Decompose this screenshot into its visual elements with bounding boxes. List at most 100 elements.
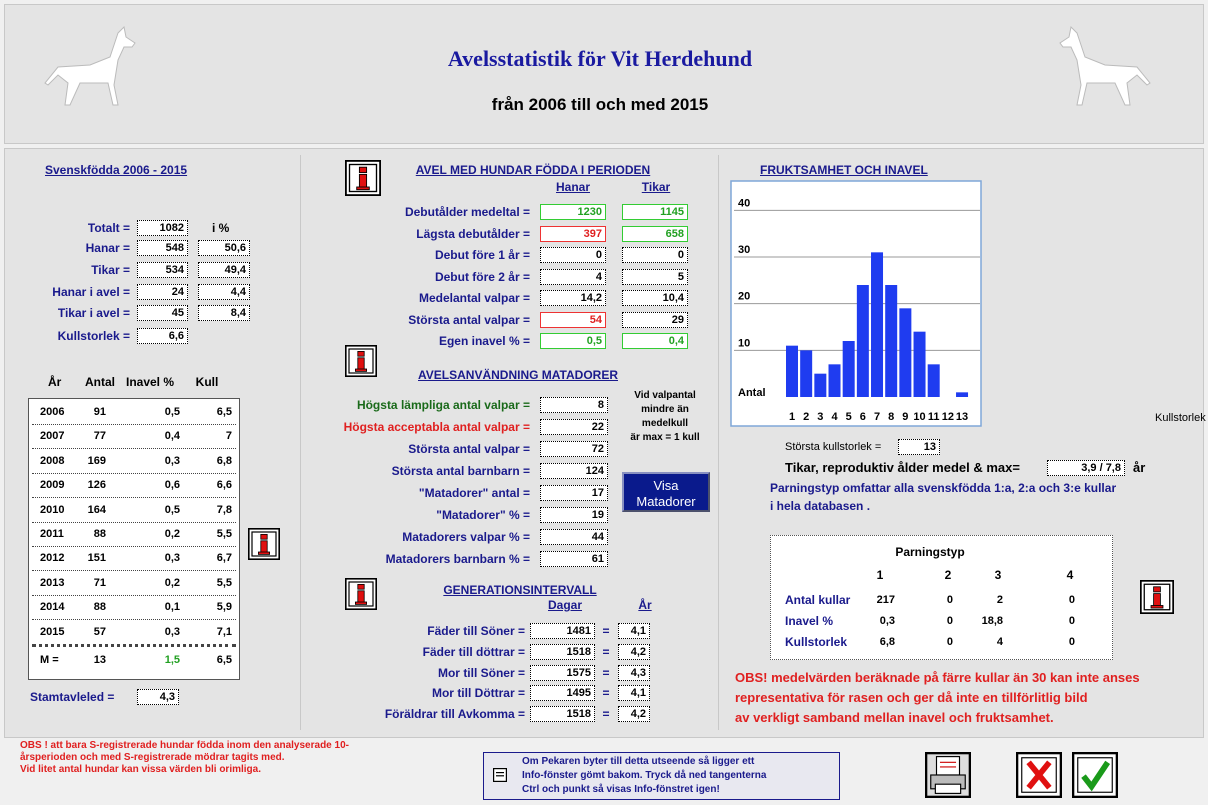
x-tick-label: 6	[860, 411, 866, 423]
info-icon[interactable]	[248, 528, 280, 560]
value-box: 1145	[622, 204, 688, 220]
field-label: Debut före 2 år =	[435, 269, 530, 285]
value-box: 1230	[540, 204, 606, 220]
field-label: Hanar i avel =	[52, 284, 130, 300]
value-box: 8,4	[198, 305, 250, 321]
x-tick-label: 7	[874, 411, 880, 423]
note: Vid valpantal	[634, 389, 696, 402]
field-label: Lägsta debutålder =	[416, 226, 530, 242]
bar	[857, 285, 869, 397]
value-box: 4,2	[618, 644, 650, 660]
table-cell: 2007	[40, 428, 64, 444]
column-header: Kull	[196, 374, 219, 390]
field-label: Egen inavel % =	[439, 333, 530, 349]
x-tick-label: 1	[789, 411, 795, 423]
dog-icon	[1055, 25, 1155, 110]
separator	[300, 155, 301, 730]
y-tick-label: 40	[738, 197, 750, 209]
value-box: 4,4	[198, 284, 250, 300]
x-tick-label: 3	[817, 411, 823, 423]
info-icon[interactable]	[1140, 580, 1174, 614]
table-cell: 1,5	[165, 652, 180, 668]
table-cell: 88	[94, 599, 106, 615]
row-separator	[32, 448, 236, 449]
equals-sign: =	[602, 706, 609, 722]
field-label: Matadorers barnbarn % =	[386, 551, 530, 567]
pointer-icon[interactable]	[492, 767, 508, 783]
field-label: Kullstorlek =	[58, 328, 130, 344]
section-heading: GENERATIONSINTERVALL	[443, 582, 596, 598]
table-cell: 0,3	[880, 613, 895, 629]
value-box: 44	[540, 529, 608, 545]
value-box: 1518	[530, 644, 595, 660]
table-cell: 0,4	[165, 428, 180, 444]
warning: representativa för rasen och ger då inte…	[735, 690, 1088, 706]
app-window: Avelsstatistik för Vit Herdehund från 200…	[0, 0, 1208, 805]
table-cell: 0,6	[165, 477, 180, 493]
table-cell: 5,5	[217, 526, 232, 542]
bar	[885, 285, 897, 397]
y-tick-label: 20	[738, 291, 750, 303]
value-box: 397	[540, 226, 606, 242]
row-separator	[32, 644, 236, 647]
value-box: 124	[540, 463, 608, 479]
table-cell: 2011	[40, 526, 64, 542]
x-tick-label: 4	[831, 411, 838, 423]
value-box: 8	[540, 397, 608, 413]
row-separator	[32, 522, 236, 523]
value-box: 1575	[530, 665, 595, 681]
value-box: 548	[137, 240, 188, 256]
cancel-button[interactable]	[1016, 752, 1062, 798]
field-label: Mor till Söner =	[438, 665, 525, 681]
y-tick-label: 10	[738, 337, 750, 349]
table-cell: 169	[88, 453, 106, 469]
x-tick-label: 12	[942, 411, 954, 423]
row-label: Antal kullar	[785, 592, 850, 608]
print-button[interactable]	[925, 752, 971, 798]
value-box: 0	[540, 247, 606, 263]
table-cell: 2	[997, 592, 1003, 608]
equals-sign: =	[602, 644, 609, 660]
x-tick-label: 13	[956, 411, 968, 423]
value-box: 3,9 / 7,8	[1047, 460, 1125, 476]
y-axis-label: Antal	[738, 387, 766, 399]
footer-note: Vid litet antal hundar kan vissa värden …	[20, 764, 261, 776]
button[interactable]: Visa Matadorer	[622, 472, 710, 512]
field-label: Matadorers valpar % =	[402, 529, 530, 545]
table-title: Parningstyp	[895, 544, 964, 560]
table-cell: 7	[226, 428, 232, 444]
table-cell: 164	[88, 502, 106, 518]
table-cell: 0,2	[165, 575, 180, 591]
table-cell: 0,3	[165, 550, 180, 566]
table-cell: 0,5	[165, 502, 180, 518]
row-separator	[32, 619, 236, 620]
value-box: 1518	[530, 706, 595, 722]
x-tick-label: 5	[846, 411, 852, 423]
bar	[800, 350, 812, 397]
subtitle: från 2006 till och med 2015	[492, 95, 708, 115]
field-label: Största antal valpar =	[408, 312, 530, 328]
row-separator	[32, 497, 236, 498]
table-cell: 126	[88, 477, 106, 493]
section-heading: AVEL MED HUNDAR FÖDDA I PERIODEN	[416, 162, 650, 178]
value-box: 4,1	[618, 623, 650, 639]
ok-button[interactable]	[1072, 752, 1118, 798]
equals-sign: =	[602, 623, 609, 639]
value-box: 54	[540, 312, 606, 328]
table-cell: 18,8	[982, 613, 1003, 629]
header-panel	[4, 4, 1204, 144]
title: Avelsstatistik för Vit Herdehund	[448, 47, 752, 71]
value-box: 4,1	[618, 685, 650, 701]
info-icon[interactable]	[345, 578, 377, 610]
note: är max = 1 kull	[630, 431, 699, 444]
bar	[914, 332, 926, 397]
field-label: Fäder till döttrar =	[423, 644, 525, 660]
info-icon[interactable]	[345, 345, 377, 377]
y-tick-label: 30	[738, 244, 750, 256]
table-cell: 71	[94, 575, 106, 591]
table-cell: M =	[40, 652, 59, 668]
table-cell: 77	[94, 428, 106, 444]
info-icon[interactable]	[345, 160, 381, 196]
value-box: 6,6	[137, 328, 188, 344]
table-cell: 2008	[40, 453, 64, 469]
